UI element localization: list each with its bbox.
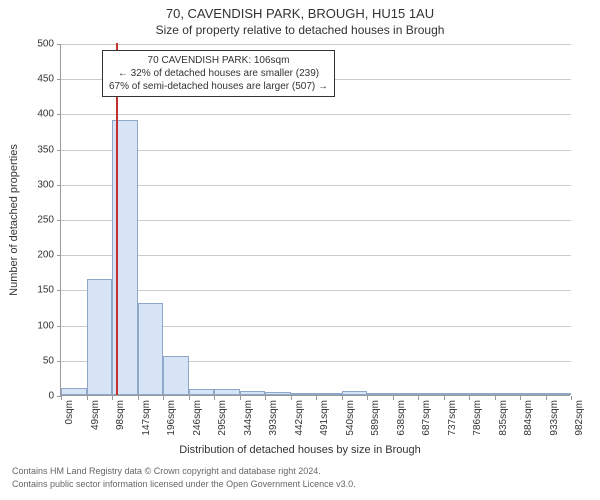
xtick-mark <box>61 396 62 400</box>
info-box-line2: ← 32% of detached houses are smaller (23… <box>109 67 328 80</box>
histogram-bar <box>444 393 470 395</box>
xtick-mark <box>291 396 292 400</box>
gridline <box>61 185 571 186</box>
xtick-label: 393sqm <box>268 400 279 436</box>
histogram-bar <box>520 393 546 395</box>
xtick-mark <box>444 396 445 400</box>
ytick-label: 400 <box>14 109 54 120</box>
histogram-bar <box>418 393 444 395</box>
xtick-mark <box>571 396 572 400</box>
xtick-mark <box>163 396 164 400</box>
histogram-bar <box>189 389 215 395</box>
ytick-label: 0 <box>14 391 54 402</box>
page-subtitle: Size of property relative to detached ho… <box>0 21 600 37</box>
xtick-label: 982sqm <box>574 400 585 436</box>
histogram-bar <box>163 356 189 395</box>
ytick-label: 100 <box>14 320 54 331</box>
histogram-bar <box>367 393 393 395</box>
gridline <box>61 220 571 221</box>
xtick-label: 638sqm <box>396 400 407 436</box>
xtick-label: 540sqm <box>345 400 356 436</box>
xtick-mark <box>316 396 317 400</box>
xtick-mark <box>189 396 190 400</box>
xtick-mark <box>520 396 521 400</box>
ytick-mark <box>57 255 61 256</box>
xtick-mark <box>87 396 88 400</box>
histogram-chart: 0501001502002503003504004505000sqm49sqm9… <box>60 44 570 396</box>
property-info-box: 70 CAVENDISH PARK: 106sqm ← 32% of detac… <box>102 50 335 97</box>
ytick-label: 450 <box>14 74 54 85</box>
xtick-mark <box>342 396 343 400</box>
xtick-label: 884sqm <box>523 400 534 436</box>
histogram-bar <box>495 393 521 395</box>
x-axis-label: Distribution of detached houses by size … <box>0 444 600 456</box>
xtick-label: 246sqm <box>192 400 203 436</box>
ytick-mark <box>57 79 61 80</box>
ytick-mark <box>57 114 61 115</box>
xtick-mark <box>393 396 394 400</box>
xtick-label: 196sqm <box>166 400 177 436</box>
gridline <box>61 290 571 291</box>
gridline <box>61 150 571 151</box>
histogram-bar <box>61 388 87 395</box>
xtick-mark <box>112 396 113 400</box>
ytick-mark <box>57 290 61 291</box>
ytick-mark <box>57 185 61 186</box>
gridline <box>61 255 571 256</box>
histogram-bar <box>342 391 368 395</box>
page-title-address: 70, CAVENDISH PARK, BROUGH, HU15 1AU <box>0 0 600 21</box>
xtick-label: 687sqm <box>421 400 432 436</box>
ytick-label: 200 <box>14 250 54 261</box>
xtick-label: 98sqm <box>115 400 126 430</box>
xtick-mark <box>418 396 419 400</box>
xtick-mark <box>214 396 215 400</box>
histogram-bar <box>316 393 342 395</box>
histogram-bar <box>291 393 317 395</box>
ytick-label: 350 <box>14 144 54 155</box>
histogram-bar <box>469 393 495 395</box>
xtick-label: 835sqm <box>498 400 509 436</box>
xtick-mark <box>138 396 139 400</box>
xtick-label: 491sqm <box>319 400 330 436</box>
xtick-label: 786sqm <box>472 400 483 436</box>
ytick-mark <box>57 44 61 45</box>
xtick-label: 295sqm <box>217 400 228 436</box>
xtick-label: 49sqm <box>90 400 101 430</box>
xtick-label: 344sqm <box>243 400 254 436</box>
xtick-label: 933sqm <box>549 400 560 436</box>
ytick-label: 50 <box>14 355 54 366</box>
histogram-bar <box>87 279 113 395</box>
info-box-line1: 70 CAVENDISH PARK: 106sqm <box>109 54 328 67</box>
xtick-mark <box>546 396 547 400</box>
xtick-label: 147sqm <box>141 400 152 436</box>
xtick-mark <box>495 396 496 400</box>
xtick-mark <box>240 396 241 400</box>
ytick-mark <box>57 220 61 221</box>
histogram-bar <box>546 393 572 395</box>
xtick-mark <box>265 396 266 400</box>
histogram-bar <box>265 392 291 395</box>
ytick-mark <box>57 361 61 362</box>
xtick-label: 442sqm <box>294 400 305 436</box>
gridline <box>61 44 571 45</box>
gridline <box>61 114 571 115</box>
ytick-mark <box>57 326 61 327</box>
xtick-label: 589sqm <box>370 400 381 436</box>
ytick-label: 300 <box>14 179 54 190</box>
ytick-label: 150 <box>14 285 54 296</box>
histogram-bar <box>240 391 266 395</box>
xtick-mark <box>367 396 368 400</box>
ytick-label: 250 <box>14 215 54 226</box>
footer-attribution-2: Contains public sector information licen… <box>12 479 356 489</box>
histogram-bar <box>138 303 164 395</box>
xtick-label: 737sqm <box>447 400 458 436</box>
histogram-bar <box>393 393 419 395</box>
ytick-mark <box>57 150 61 151</box>
xtick-label: 0sqm <box>64 400 75 424</box>
footer-attribution-1: Contains HM Land Registry data © Crown c… <box>12 466 321 476</box>
info-box-line3: 67% of semi-detached houses are larger (… <box>109 80 328 93</box>
histogram-bar <box>214 389 240 395</box>
ytick-label: 500 <box>14 39 54 50</box>
xtick-mark <box>469 396 470 400</box>
